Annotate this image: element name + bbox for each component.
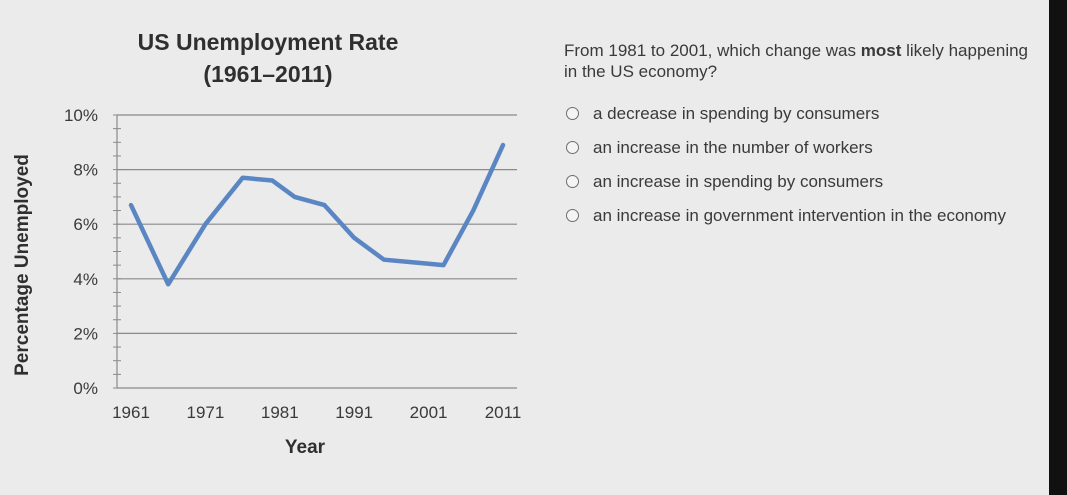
x-tick-label: 2001 — [410, 403, 448, 422]
radio-button-icon[interactable] — [566, 107, 579, 120]
question-emphasis: most — [860, 41, 902, 60]
y-tick-label: 6% — [73, 215, 98, 234]
answer-option-label: an increase in spending by consumers — [593, 172, 884, 191]
answer-option-4[interactable]: an increase in government intervention i… — [566, 206, 1026, 226]
series-group — [128, 142, 506, 287]
answer-options: a decrease in spending by consumers an i… — [566, 104, 1026, 240]
y-tick-label: 2% — [73, 324, 98, 343]
y-axis-ticks: 0% 2% 4% 6% 8% 10% — [64, 106, 98, 398]
x-tick-label: 1991 — [335, 403, 373, 422]
chart-area: US Unemployment Rate (1961–2011) 0% 2% 4% 6… — [12, 29, 521, 458]
question-part-1: From 1981 to 2001, which change was — [564, 41, 861, 60]
x-tick-label: 1971 — [186, 403, 224, 422]
unemployment-chart: US Unemployment Rate (1961–2011) 0% 2% 4% 6… — [12, 29, 521, 458]
y-axis-minor-ticks — [113, 114, 121, 389]
y-tick-label: 4% — [73, 270, 98, 289]
question-part-2: likely happening in the US economy? — [564, 41, 1029, 81]
x-axis-label: Year — [285, 437, 326, 458]
radio-button-icon[interactable] — [566, 175, 579, 188]
y-tick-label: 8% — [73, 161, 98, 180]
screen-edge — [1049, 0, 1067, 495]
radio-button-icon[interactable] — [566, 141, 579, 154]
y-tick-label: 10% — [64, 106, 98, 125]
y-tick-label: 0% — [73, 379, 98, 398]
x-axis-ticks: 1961 1971 1981 1991 2001 2011 — [112, 403, 521, 422]
answer-option-label: an increase in the number of workers — [593, 138, 873, 157]
x-tick-label: 1981 — [261, 403, 299, 422]
chart-title: US Unemployment Rate — [138, 29, 399, 55]
answer-option-1[interactable]: a decrease in spending by consumers — [566, 104, 1026, 124]
answer-option-label: an increase in government intervention i… — [593, 206, 1006, 225]
radio-button-icon[interactable] — [566, 209, 579, 222]
x-tick-label: 2011 — [485, 403, 522, 422]
series-line — [128, 142, 506, 287]
gridlines — [117, 114, 517, 389]
question-text: From 1981 to 2001, which change was most… — [564, 40, 1034, 82]
chart-subtitle: (1961–2011) — [203, 61, 332, 87]
answer-option-label: a decrease in spending by consumers — [593, 104, 880, 123]
answer-option-3[interactable]: an increase in spending by consumers — [566, 172, 1026, 192]
x-tick-label: 1961 — [112, 403, 150, 422]
y-axis-label: Percentage Unemployed — [12, 154, 33, 376]
answer-option-2[interactable]: an increase in the number of workers — [566, 138, 1026, 158]
